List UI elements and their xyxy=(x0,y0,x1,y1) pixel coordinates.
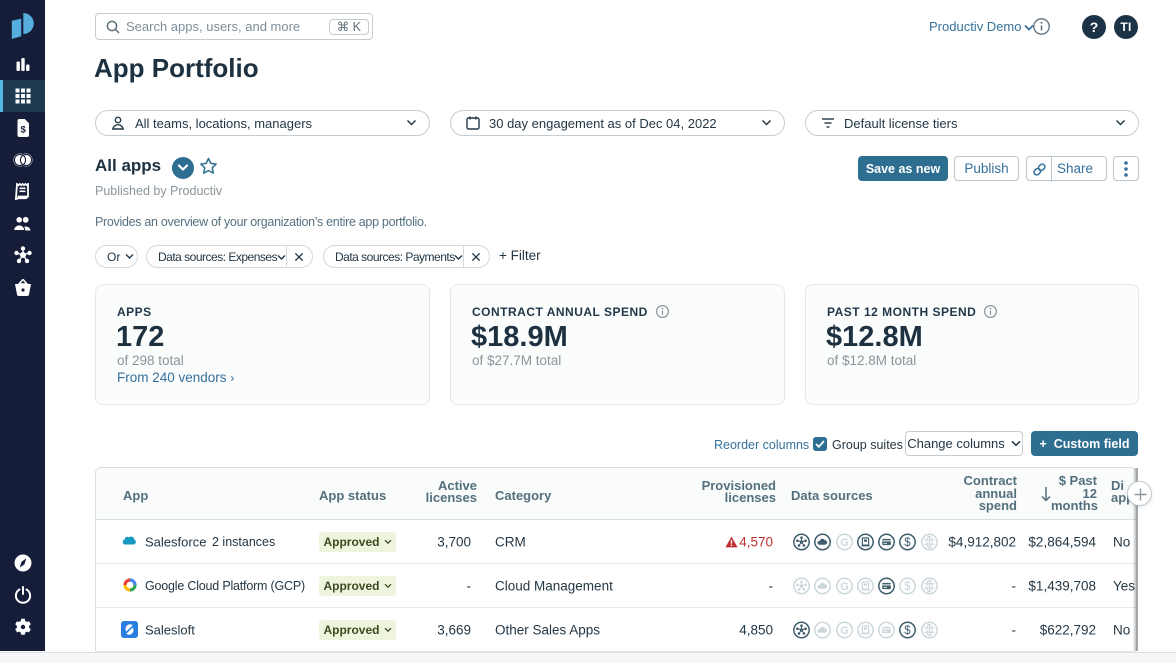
svg-text:G: G xyxy=(840,537,849,549)
svg-text:$: $ xyxy=(905,537,912,549)
svg-text:$: $ xyxy=(905,625,912,637)
svg-text:$: $ xyxy=(905,581,912,593)
svg-text:G: G xyxy=(840,625,849,637)
svg-text:$: $ xyxy=(20,125,26,136)
svg-text:G: G xyxy=(840,581,849,593)
